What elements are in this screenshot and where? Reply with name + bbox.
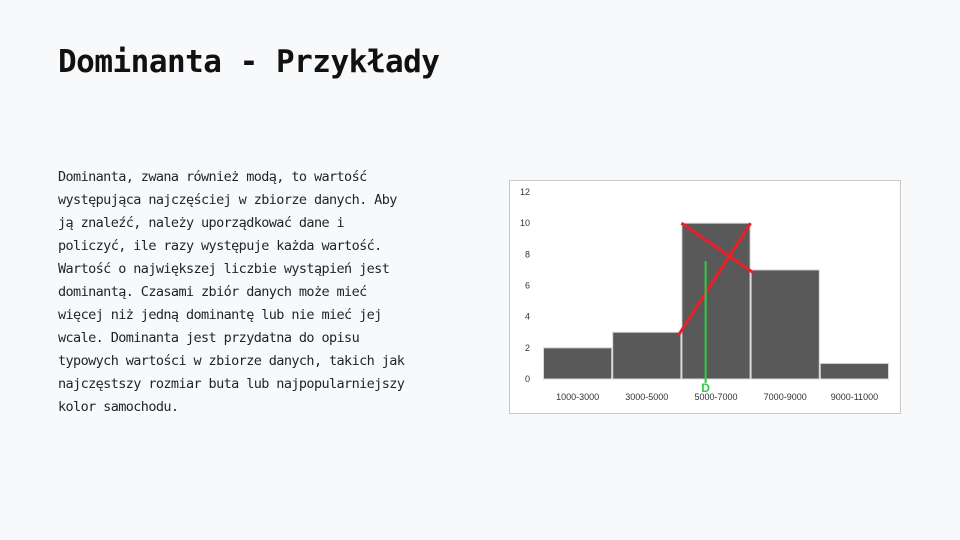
x-tick-label: 7000-9000 bbox=[764, 392, 807, 402]
y-tick-label: 4 bbox=[525, 312, 530, 322]
x-tick-label: 5000-7000 bbox=[694, 392, 737, 402]
histogram-bar bbox=[612, 331, 682, 380]
body-paragraph: Dominanta, zwana również modą, to wartoś… bbox=[58, 169, 405, 415]
mode-annotation: D bbox=[677, 221, 755, 395]
mode-label: D bbox=[701, 381, 710, 395]
histogram-bar bbox=[681, 222, 751, 380]
histogram-chart: 0 2 4 6 8 10 12 D 1000-3000 3000-5000 5000-7000 7… bbox=[509, 180, 901, 414]
y-tick-label: 12 bbox=[520, 187, 530, 197]
y-tick-label: 0 bbox=[525, 374, 530, 384]
cross-line-falling bbox=[680, 221, 755, 275]
y-axis-ticks: 0 2 4 6 8 10 12 bbox=[520, 187, 530, 384]
x-tick-label: 3000-5000 bbox=[625, 392, 668, 402]
histogram-bar bbox=[750, 269, 820, 380]
histogram-bar bbox=[819, 362, 889, 380]
slide-title: Dominanta - Przykłady bbox=[58, 44, 440, 80]
x-axis-ticks: 1000-3000 3000-5000 5000-7000 7000-9000 9000… bbox=[556, 392, 878, 402]
histogram-svg: 0 2 4 6 8 10 12 D 1000-3000 3000-5000 5000-7000 7… bbox=[520, 187, 889, 402]
y-tick-label: 2 bbox=[525, 343, 530, 353]
y-tick-label: 8 bbox=[525, 249, 530, 259]
y-tick-label: 10 bbox=[520, 218, 530, 228]
y-tick-label: 6 bbox=[525, 281, 530, 291]
x-tick-label: 9000-11000 bbox=[831, 392, 878, 402]
histogram-bar bbox=[543, 347, 613, 380]
histogram-bars bbox=[543, 222, 889, 380]
cross-line-rising bbox=[677, 222, 752, 337]
x-tick-label: 1000-3000 bbox=[556, 392, 599, 402]
